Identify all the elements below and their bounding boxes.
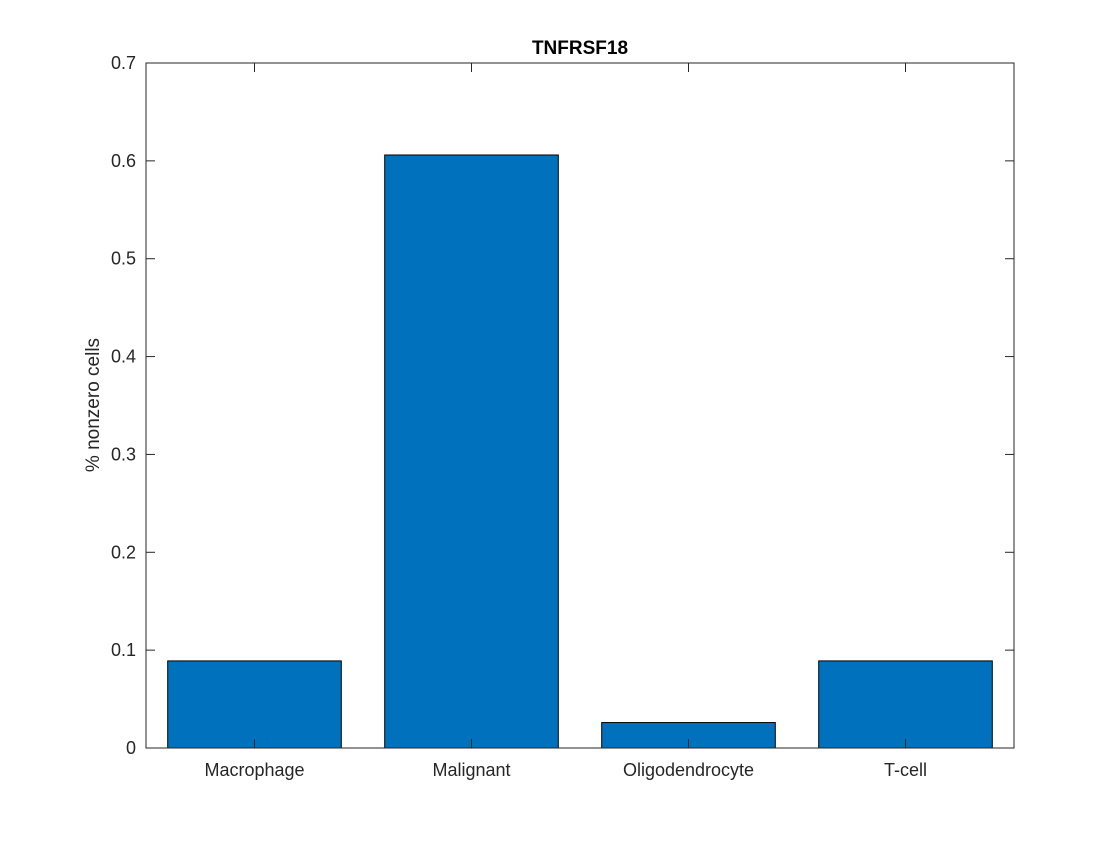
y-tick-label: 0.1 <box>111 640 136 660</box>
y-tick-label: 0.7 <box>111 53 136 73</box>
axes-group <box>145 62 1015 749</box>
x-tick-label: T-cell <box>884 760 927 780</box>
ticks-group: 0 0.1 0.2 0.3 0.4 0.5 0.6 0.7 Macrophage Malignan… <box>111 53 1014 780</box>
chart-title: TNFRSF18 <box>532 38 628 59</box>
x-tick-label: Macrophage <box>204 760 304 780</box>
y-tick-label: 0.5 <box>111 249 136 269</box>
y-tick-label: 0.4 <box>111 347 136 367</box>
bar-t-cell <box>818 660 993 749</box>
bar-macrophage <box>167 660 342 749</box>
y-tick-label: 0.2 <box>111 542 136 562</box>
y-tick-label: 0 <box>126 738 136 758</box>
bars-group <box>167 154 993 749</box>
x-tick-label: Oligodendrocyte <box>623 760 754 780</box>
y-tick-label: 0.3 <box>111 444 136 464</box>
y-axis-label: % nonzero cells <box>83 338 104 472</box>
axes-box <box>145 62 1015 749</box>
x-tick-label: Malignant <box>432 760 510 780</box>
bar-malignant <box>384 154 559 749</box>
y-tick-label: 0.6 <box>111 151 136 171</box>
